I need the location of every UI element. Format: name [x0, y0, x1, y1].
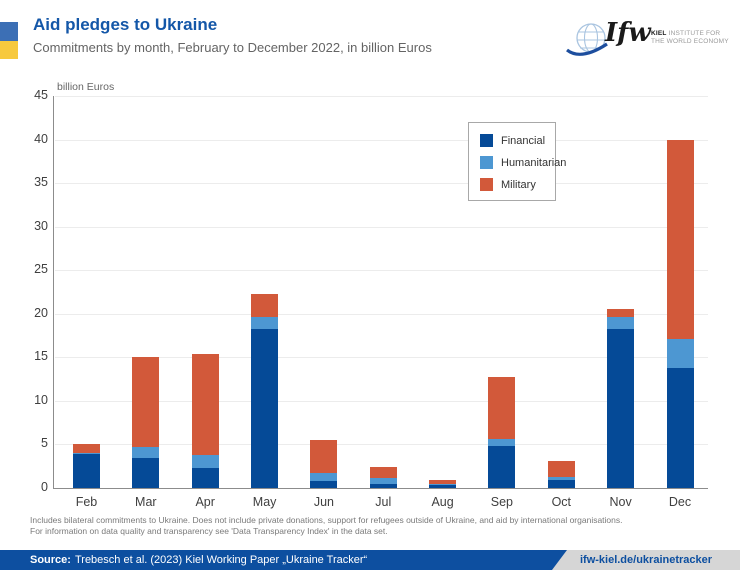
bar-military-sep [488, 377, 516, 440]
flag-yellow-stripe [0, 41, 18, 59]
footnote-line-1: Includes bilateral commitments to Ukrain… [30, 515, 623, 525]
bar-humanitarian-mar [132, 447, 160, 458]
page-subtitle: Commitments by month, February to Decemb… [33, 40, 432, 55]
bar-military-aug [429, 480, 457, 484]
bar-humanitarian-sep [488, 439, 516, 447]
ifw-script-text: Ifw [605, 18, 651, 48]
legend-swatch-military [480, 178, 493, 191]
bar-humanitarian-apr [191, 454, 219, 468]
bar-humanitarian-oct [547, 476, 575, 481]
gridline [55, 270, 708, 272]
legend-swatch-humanitarian [480, 156, 493, 169]
bar-financial-sep [488, 446, 516, 488]
ifw-logo: Ifw KIEL INSTITUTE FOR THE WORLD ECONOMY [565, 12, 730, 74]
bar-financial-jul [369, 483, 397, 488]
y-tick-label: 30 [34, 218, 48, 233]
y-tick-label: 15 [34, 349, 48, 364]
y-tick-label: 20 [34, 305, 48, 320]
y-tick-label: 45 [34, 88, 48, 102]
x-axis-label: Jul [375, 495, 392, 509]
bar-military-oct [547, 461, 575, 477]
bar-humanitarian-aug [429, 483, 457, 485]
bar-humanitarian-jun [310, 473, 338, 481]
bar-financial-dec [666, 367, 694, 488]
legend-item-financial: Financial [480, 134, 555, 147]
x-axis-label: Aug [431, 495, 454, 509]
gridline [55, 444, 708, 446]
y-tick-label: 40 [34, 131, 48, 146]
gridline [55, 139, 708, 141]
bar-financial-feb [73, 454, 100, 488]
y-tick-label: 25 [34, 262, 48, 277]
bar-financial-jun [310, 481, 338, 488]
source-link-area: ifw-kiel.de/ukrainetracker [552, 550, 740, 570]
source-label: Source: [30, 554, 71, 566]
x-axis-label: Dec [668, 495, 692, 509]
x-axis-label: Mar [135, 495, 157, 509]
bar-humanitarian-jul [369, 477, 397, 484]
y-tick-label: 0 [41, 480, 48, 494]
bar-military-apr [191, 353, 219, 455]
y-tick-label: 10 [34, 392, 48, 407]
bar-military-dec [666, 140, 694, 339]
source-citation: Trebesch et al. (2023) Kiel Working Pape… [74, 554, 368, 566]
legend-swatch-financial [480, 134, 493, 147]
bar-humanitarian-nov [607, 317, 635, 329]
page-title: Aid pledges to Ukraine [33, 15, 218, 34]
gridline [55, 313, 708, 315]
bar-financial-oct [547, 480, 575, 488]
footnote: Includes bilateral commitments to Ukrain… [30, 515, 725, 537]
bar-financial-aug [429, 484, 457, 488]
y-tick-label: 35 [34, 175, 48, 190]
bar-financial-apr [191, 468, 219, 488]
gridline [55, 400, 708, 402]
bar-financial-nov [607, 328, 635, 488]
gridline [55, 183, 708, 185]
gridline [55, 357, 708, 359]
y-tick-label: 5 [41, 436, 48, 451]
gridline [55, 96, 708, 97]
y-axis-line [53, 96, 55, 488]
bar-humanitarian-feb [73, 453, 100, 455]
source-text: Source: Trebesch et al. (2023) Kiel Worki… [30, 550, 367, 570]
globe-icon [566, 23, 608, 56]
bar-military-may [251, 293, 279, 318]
chart-legend: Financial Humanitarian Military [468, 122, 566, 201]
gridline [55, 226, 708, 228]
logo-caption: KIEL INSTITUTE FOR THE WORLD ECONOMY [651, 30, 729, 45]
x-axis-label: Jun [313, 495, 334, 509]
legend-item-military: Military [480, 178, 555, 191]
ukraine-flag-icon [0, 22, 18, 59]
bar-military-nov [607, 309, 635, 318]
x-axis-label: May [252, 495, 277, 509]
flag-blue-stripe [0, 22, 18, 41]
bar-military-jun [310, 440, 338, 474]
bar-military-feb [73, 443, 100, 454]
source-bar: Source: Trebesch et al. (2023) Kiel Worki… [0, 550, 740, 570]
bar-military-jul [369, 467, 397, 478]
footnote-line-2: For information on data quality and tran… [30, 526, 388, 536]
bar-humanitarian-may [251, 317, 279, 329]
bar-financial-mar [132, 457, 160, 488]
x-axis-label: Feb [75, 495, 98, 509]
bar-humanitarian-dec [666, 339, 694, 368]
x-axis-line [53, 488, 708, 490]
x-axis-label: Apr [195, 495, 215, 509]
y-axis-title: billion Euros [57, 81, 115, 93]
source-link[interactable]: ifw-kiel.de/ukrainetracker [579, 554, 713, 566]
bar-military-mar [132, 357, 160, 447]
x-axis-label: Nov [609, 495, 632, 509]
x-axis-label: Sep [490, 495, 514, 509]
x-axis-label: Oct [551, 495, 572, 509]
legend-item-humanitarian: Humanitarian [480, 156, 566, 169]
bar-financial-may [251, 328, 279, 488]
